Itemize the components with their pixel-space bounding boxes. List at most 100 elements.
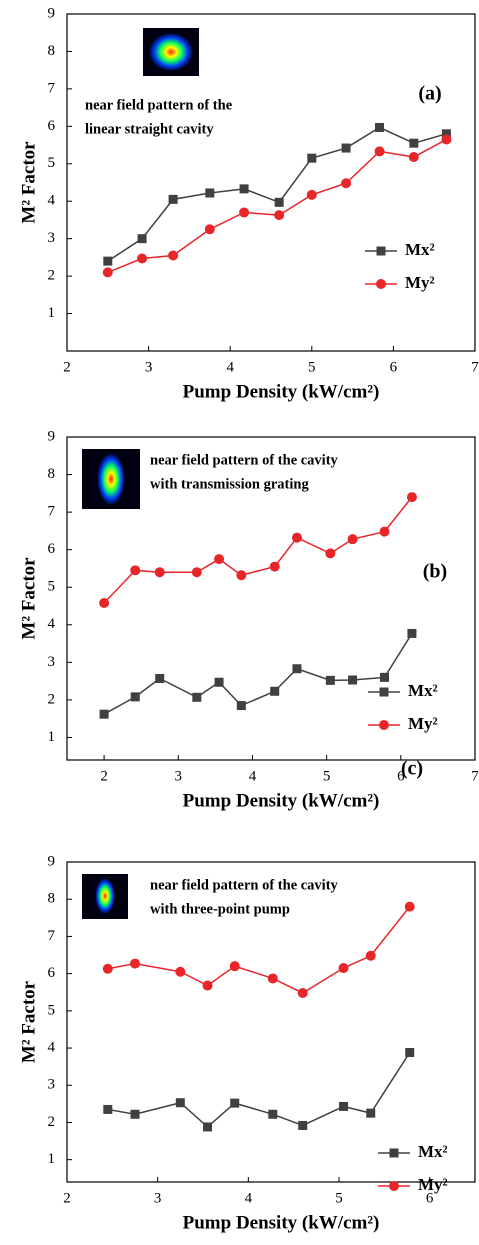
panel-label: (b) bbox=[423, 561, 447, 583]
series-line bbox=[107, 126, 447, 262]
marker bbox=[339, 1101, 349, 1111]
marker bbox=[298, 1120, 308, 1130]
marker bbox=[375, 122, 385, 132]
x-tick-label: 3 bbox=[145, 359, 153, 375]
marker bbox=[103, 1104, 113, 1114]
marker bbox=[268, 1109, 278, 1119]
x-tick-label: 3 bbox=[175, 768, 183, 784]
marker bbox=[307, 153, 317, 163]
marker bbox=[154, 567, 165, 578]
marker bbox=[175, 966, 186, 977]
marker bbox=[155, 673, 165, 683]
y-axis-label: M² Factor bbox=[18, 141, 39, 224]
marker bbox=[366, 1108, 376, 1118]
marker bbox=[441, 129, 451, 139]
x-axis-label: Pump Density (kW/cm²) bbox=[183, 381, 380, 402]
marker bbox=[365, 950, 376, 961]
marker bbox=[236, 570, 247, 581]
marker bbox=[192, 692, 202, 702]
legend-marker bbox=[376, 246, 386, 256]
marker bbox=[175, 1098, 185, 1108]
marker bbox=[341, 143, 351, 153]
marker bbox=[409, 138, 419, 148]
y-axis-label: M² Factor bbox=[18, 980, 39, 1063]
marker bbox=[205, 188, 215, 198]
x-tick-label: 5 bbox=[323, 768, 331, 784]
y-tick-label: 1 bbox=[48, 1151, 56, 1167]
marker bbox=[191, 567, 202, 578]
marker bbox=[168, 250, 179, 261]
y-tick-label: 5 bbox=[48, 155, 56, 171]
marker bbox=[407, 628, 417, 638]
marker bbox=[274, 210, 285, 221]
y-tick-label: 7 bbox=[48, 80, 56, 96]
y-axis-label: M² Factor bbox=[18, 557, 39, 640]
marker bbox=[267, 973, 278, 984]
marker bbox=[214, 554, 225, 565]
marker bbox=[214, 677, 224, 687]
marker bbox=[292, 664, 302, 674]
marker bbox=[306, 189, 317, 200]
marker bbox=[379, 672, 389, 682]
marker bbox=[130, 565, 141, 576]
marker bbox=[102, 267, 113, 278]
marker bbox=[269, 561, 280, 572]
y-tick-label: 9 bbox=[48, 5, 56, 21]
y-tick-label: 5 bbox=[48, 1002, 56, 1018]
marker bbox=[99, 598, 110, 609]
legend-label: My² bbox=[408, 714, 438, 733]
marker bbox=[325, 548, 336, 559]
series-line bbox=[103, 633, 413, 715]
marker bbox=[297, 987, 308, 998]
legend-marker bbox=[389, 1181, 399, 1191]
marker bbox=[203, 1122, 213, 1132]
y-tick-label: 7 bbox=[48, 928, 56, 944]
x-tick-label: 5 bbox=[308, 359, 316, 375]
y-tick-label: 8 bbox=[48, 891, 56, 907]
marker bbox=[130, 958, 140, 969]
x-tick-label: 2 bbox=[63, 1190, 71, 1206]
y-tick-label: 1 bbox=[48, 305, 56, 321]
marker bbox=[405, 1048, 415, 1058]
legend-label: Mx² bbox=[418, 1142, 448, 1161]
annotation: linear straight cavity bbox=[85, 121, 214, 137]
x-tick-label: 5 bbox=[335, 1190, 343, 1206]
marker bbox=[204, 224, 215, 235]
x-axis-label: Pump Density (kW/cm²) bbox=[183, 1212, 380, 1233]
x-tick-label: 6 bbox=[397, 768, 405, 784]
annotation: near field pattern of the cavity bbox=[150, 452, 339, 468]
marker bbox=[341, 178, 352, 189]
marker bbox=[379, 526, 390, 537]
marker bbox=[404, 901, 415, 912]
legend-label: My² bbox=[405, 273, 435, 292]
marker bbox=[274, 197, 284, 207]
y-tick-label: 3 bbox=[48, 654, 56, 670]
y-tick-label: 2 bbox=[48, 268, 56, 284]
x-tick-label: 2 bbox=[100, 768, 108, 784]
marker bbox=[130, 1109, 140, 1119]
annotation: near field pattern of the cavity bbox=[150, 877, 339, 893]
y-tick-label: 3 bbox=[48, 1077, 56, 1093]
series-line bbox=[107, 1052, 411, 1128]
y-tick-label: 6 bbox=[48, 541, 56, 557]
plot-frame bbox=[66, 861, 476, 1183]
y-tick-label: 7 bbox=[48, 504, 56, 520]
y-tick-label: 8 bbox=[48, 43, 56, 59]
y-tick-label: 5 bbox=[48, 579, 56, 595]
y-tick-label: 8 bbox=[48, 466, 56, 482]
y-tick-label: 1 bbox=[48, 729, 56, 745]
x-tick-label: 3 bbox=[154, 1190, 162, 1206]
series-line bbox=[103, 496, 413, 604]
y-tick-label: 4 bbox=[48, 193, 56, 209]
marker bbox=[137, 234, 147, 244]
legend-marker bbox=[379, 687, 389, 697]
x-tick-label: 2 bbox=[63, 359, 71, 375]
y-tick-label: 4 bbox=[48, 1039, 56, 1055]
marker bbox=[168, 194, 178, 204]
legend-marker bbox=[376, 279, 386, 289]
marker bbox=[103, 256, 113, 266]
marker bbox=[236, 701, 246, 711]
marker bbox=[270, 686, 280, 696]
y-tick-label: 6 bbox=[48, 118, 56, 134]
